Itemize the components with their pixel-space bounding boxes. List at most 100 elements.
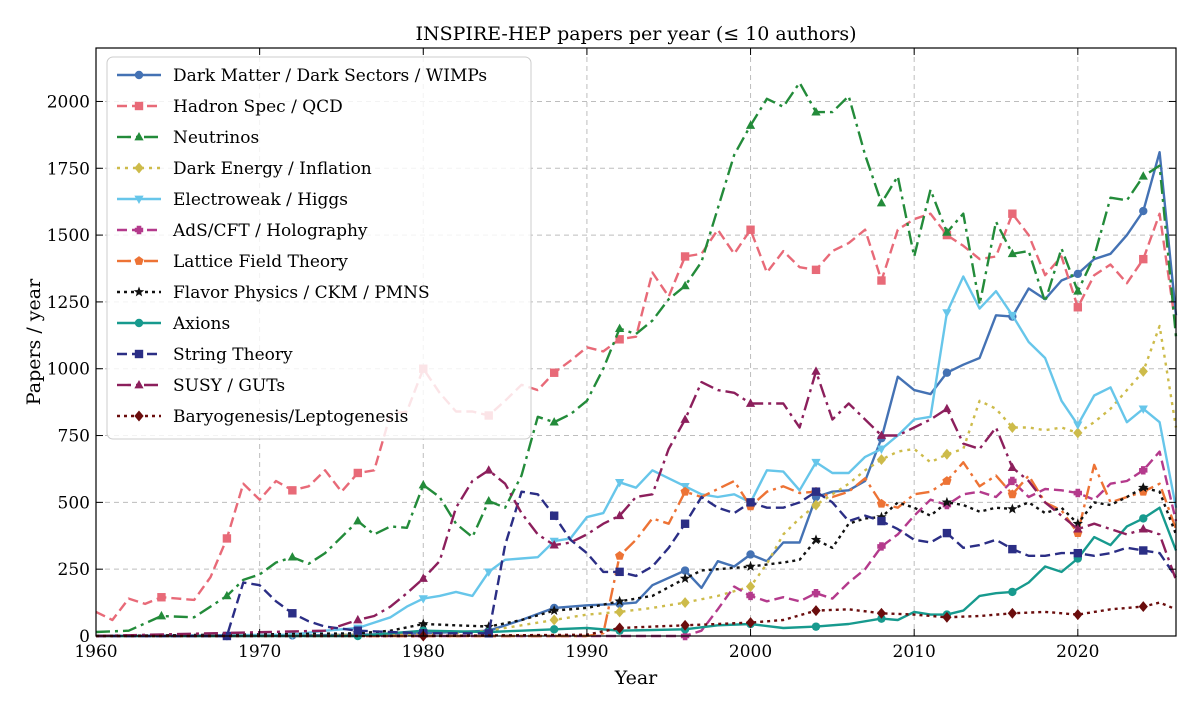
data-point <box>418 573 428 582</box>
data-point <box>157 593 166 602</box>
y-tick-label: 1000 <box>47 360 90 380</box>
legend-swatch-marker <box>134 379 144 389</box>
data-point <box>288 486 297 495</box>
data-point <box>1073 427 1083 439</box>
plot-frame <box>95 47 1177 637</box>
legend-swatch-marker <box>134 410 144 422</box>
legend-label: AdS/CFT / Holography <box>172 221 368 241</box>
series-line <box>95 81 1178 634</box>
data-point <box>549 511 559 520</box>
data-point <box>615 478 625 488</box>
legend-swatch-marker <box>134 349 144 359</box>
x-tick-label: 1990 <box>565 642 608 662</box>
series-8 <box>96 506 1178 641</box>
data-point <box>1073 548 1083 558</box>
data-point <box>1073 524 1083 533</box>
legend: Dark Matter / Dark Sectors / WIMPs Hadron… <box>106 56 532 440</box>
legend-item: AdS/CFT / Holography <box>117 221 368 241</box>
data-point <box>876 454 887 466</box>
data-point <box>1008 476 1017 486</box>
data-point <box>680 252 690 261</box>
legend-swatch-marker <box>134 70 144 80</box>
data-point <box>942 611 952 623</box>
data-point <box>287 552 297 561</box>
data-point <box>1139 254 1148 264</box>
data-point <box>746 498 755 507</box>
data-point <box>680 619 690 631</box>
y-tick-label: 500 <box>58 493 90 513</box>
data-point <box>1138 601 1148 613</box>
data-point <box>549 614 559 626</box>
data-point <box>1073 421 1083 430</box>
data-point <box>679 573 691 583</box>
legend-item: Lattice Field Theory <box>117 252 348 272</box>
data-point <box>811 589 821 598</box>
legend-item: Flavor Physics / CKM / PMNS <box>117 283 430 303</box>
data-point <box>877 542 886 551</box>
data-point <box>1073 303 1083 312</box>
data-point <box>353 516 363 525</box>
data-point <box>942 528 952 538</box>
legend-label: Lattice Field Theory <box>173 252 348 272</box>
data-point <box>1073 609 1083 621</box>
data-point <box>942 448 952 460</box>
data-point <box>1138 171 1148 180</box>
data-point <box>942 368 952 377</box>
data-point <box>1138 524 1148 533</box>
x-tick-label: 1970 <box>238 642 281 662</box>
data-point <box>942 309 952 318</box>
data-point <box>1007 248 1017 258</box>
data-point <box>1139 546 1148 555</box>
data-point <box>877 516 886 526</box>
data-point <box>811 487 821 496</box>
data-point <box>549 540 559 549</box>
data-point <box>811 499 821 511</box>
data-point <box>745 561 756 571</box>
legend-label: Dark Energy / Inflation <box>173 159 372 179</box>
axis-ticks: 1960 1970 1980 1990 2000 2010 2020 0 250 500 750 10… <box>47 48 1176 662</box>
data-point <box>1139 206 1148 216</box>
data-point <box>811 366 821 375</box>
legend-item: Dark Matter / Dark Sectors / WIMPs <box>117 66 487 86</box>
legend-item: Hadron Spec / QCD <box>117 97 343 117</box>
data-point <box>1139 514 1148 523</box>
data-point <box>1008 587 1017 597</box>
legend-item: Dark Energy / Inflation <box>117 159 372 179</box>
data-point <box>876 445 887 454</box>
x-tick-label: 2010 <box>893 642 936 662</box>
data-point <box>549 625 559 634</box>
y-tick-label: 750 <box>58 427 90 447</box>
data-point <box>942 403 952 413</box>
data-point <box>680 280 690 290</box>
legend-swatch-marker <box>134 162 144 174</box>
data-point <box>942 227 952 236</box>
data-point <box>1007 311 1017 321</box>
y-tick-label: 1750 <box>47 159 90 179</box>
series-line <box>96 506 1178 638</box>
data-point <box>810 534 822 545</box>
legend-label: Baryogenesis/Leptogenesis <box>173 407 408 427</box>
data-point <box>1073 488 1083 498</box>
data-point <box>745 398 756 407</box>
data-point <box>1007 489 1017 499</box>
data-point <box>746 550 755 559</box>
legend-swatch-marker <box>134 195 144 205</box>
x-tick-label: 2020 <box>1056 642 1099 662</box>
data-point <box>484 568 494 577</box>
data-point <box>876 511 887 522</box>
series-line <box>95 275 1178 638</box>
x-tick-label: 1960 <box>74 642 117 662</box>
data-point <box>549 368 559 377</box>
legend-box <box>106 56 532 440</box>
data-point <box>745 617 756 629</box>
y-tick-label: 0 <box>79 627 90 647</box>
data-point <box>615 550 625 560</box>
data-point <box>615 622 625 634</box>
data-point <box>745 120 756 129</box>
legend-item: Electroweak / Higgs <box>117 190 348 210</box>
data-point <box>680 519 690 528</box>
data-point <box>1008 209 1017 218</box>
data-point <box>615 510 625 520</box>
y-tick-label: 250 <box>58 560 90 580</box>
